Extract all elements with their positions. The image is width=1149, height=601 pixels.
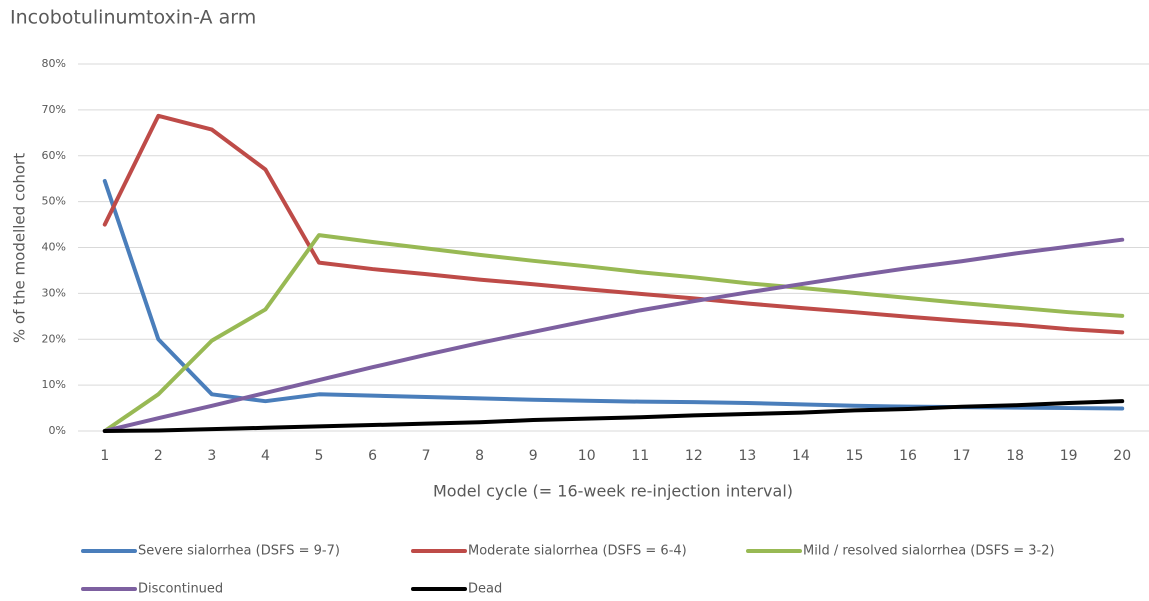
- x-tick-label: 15: [846, 448, 864, 464]
- x-tick-label: 1: [100, 448, 109, 464]
- x-tick-label: 16: [899, 448, 917, 464]
- x-tick-label: 11: [631, 448, 649, 464]
- y-tick-label: 50%: [42, 195, 66, 208]
- legend-label: Dead: [468, 582, 502, 597]
- y-tick-label: 40%: [42, 241, 66, 254]
- x-tick-label: 3: [207, 448, 216, 464]
- legend-label: Moderate sialorrhea (DSFS = 6-4): [468, 544, 687, 559]
- x-tick-label: 8: [475, 448, 484, 464]
- x-tick-label: 2: [154, 448, 163, 464]
- x-tick-label: 18: [1006, 448, 1024, 464]
- x-tick-label: 10: [578, 448, 596, 464]
- legend-label: Discontinued: [138, 582, 223, 597]
- series-line: [102, 233, 1125, 433]
- x-tick-label: 14: [792, 448, 810, 464]
- series-line: [102, 178, 1125, 411]
- x-tick-label: 19: [1060, 448, 1078, 464]
- y-tick-label: 70%: [42, 103, 66, 116]
- x-tick-label: 6: [368, 448, 377, 464]
- x-tick-label: 12: [685, 448, 703, 464]
- x-tick-label: 20: [1113, 448, 1131, 464]
- x-tick-label: 17: [953, 448, 971, 464]
- x-tick-label: 4: [261, 448, 270, 464]
- x-tick-label: 7: [422, 448, 431, 464]
- legend-label: Mild / resolved sialorrhea (DSFS = 3-2): [803, 544, 1055, 559]
- y-axis-label: % of the modelled cohort: [11, 153, 29, 343]
- x-axis-label: Model cycle (= 16-week re-injection inte…: [433, 482, 793, 501]
- series-line: [102, 399, 1125, 433]
- legend-label: Severe sialorrhea (DSFS = 9-7): [138, 544, 340, 559]
- x-tick-label: 9: [529, 448, 538, 464]
- y-tick-label: 60%: [42, 149, 66, 162]
- y-tick-label: 80%: [42, 57, 66, 70]
- y-tick-label: 10%: [42, 378, 66, 391]
- y-tick-label: 20%: [42, 332, 66, 345]
- y-tick-label: 0%: [49, 424, 66, 437]
- series-line: [102, 237, 1125, 433]
- chart-title: Incobotulinumtoxin-A arm: [10, 7, 256, 29]
- y-tick-label: 30%: [42, 286, 66, 299]
- series-line: [102, 113, 1125, 335]
- x-tick-label: 5: [315, 448, 324, 464]
- x-tick-label: 13: [738, 448, 756, 464]
